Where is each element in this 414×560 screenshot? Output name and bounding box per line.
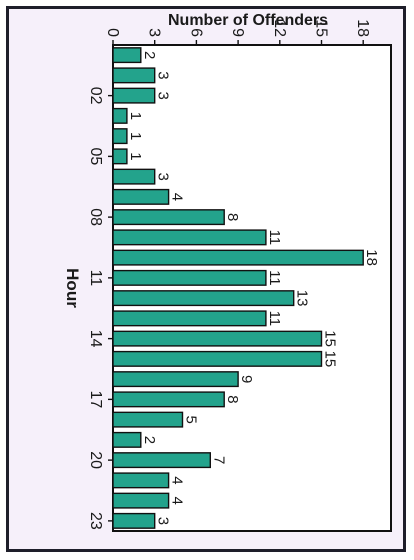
bar-hour-09 [112,229,267,246]
bar-label-hour-08: 8 [224,213,241,221]
bar-hour-16 [112,371,239,388]
bar-label-hour-22: 4 [169,496,186,504]
y-tick-label-15: 15 [313,19,330,37]
bar-label-hour-05: 1 [127,152,144,160]
bar-label-hour-14: 15 [322,330,339,347]
bar-label-hour-23: 3 [155,517,172,525]
bar-label-hour-10: 18 [363,249,380,266]
bar-hour-15 [112,350,323,367]
bar-label-hour-16: 9 [238,375,255,383]
bar-label-hour-03: 1 [127,112,144,120]
bar-hour-06 [112,168,156,185]
x-tick-label-17: 17 [87,390,104,408]
y-tick-label-0: 0 [104,28,121,37]
bar-label-hour-04: 1 [127,132,144,140]
x-ticks-group: 02 05 08 11 14 17 20 23 [87,87,113,530]
bar-label-hour-13: 11 [266,311,283,327]
chart-frame: 2 3 3 1 1 1 3 4 8 11 18 11 13 11 15 15 9 8 5 2 7 4 4 3 02 05 08 11… [6,6,406,552]
bar-hour-01 [112,67,156,84]
x-tick-label-23: 23 [87,512,104,530]
bar-label-hour-09: 11 [266,230,283,246]
bar-hour-11 [112,269,267,286]
y-tick-label-12: 12 [271,19,288,37]
y-tick-label-6: 6 [187,28,204,37]
bar-hour-05 [112,148,128,165]
bar-hour-02 [112,87,156,104]
x-tick-label-14: 14 [87,330,104,348]
bar-hour-04 [112,128,128,145]
bar-label-hour-11: 11 [266,270,283,286]
y-tick-label-3: 3 [146,28,163,37]
bar-label-hour-21: 4 [169,476,186,484]
bar-hour-10 [112,249,364,266]
bar-label-hour-02: 3 [155,91,172,99]
bar-hour-20 [112,452,212,469]
y-tick-label-9: 9 [229,28,246,37]
x-tick-label-20: 20 [87,451,104,469]
bar-hour-23 [112,512,156,529]
bar-hour-08 [112,209,225,226]
bar-label-hour-01: 3 [155,71,172,79]
bar-hour-00 [112,47,142,64]
bar-label-hour-12: 13 [294,290,311,307]
bar-hour-18 [112,411,184,428]
bar-label-hour-17: 8 [224,395,241,403]
bar-label-hour-20: 7 [210,456,227,464]
bar-hour-03 [112,107,128,124]
bar-label-hour-06: 3 [155,172,172,180]
x-axis-title: Hour [63,268,82,308]
bar-hour-14 [112,330,323,347]
bar-label-hour-15: 15 [322,351,339,368]
bar-hour-07 [112,188,170,205]
bar-label-hour-00: 2 [141,51,158,59]
bar-label-hour-19: 2 [141,436,158,444]
bar-label-hour-18: 5 [183,415,200,423]
plot-area [112,44,392,532]
y-ticks-group: 0 3 6 9 12 15 18 [104,19,371,45]
x-tick-label-08: 08 [87,208,104,226]
bar-hour-21 [112,472,170,489]
bar-hour-17 [112,391,225,408]
bar-label-hour-07: 4 [169,193,186,201]
bar-hour-19 [112,431,142,448]
x-tick-label-02: 02 [87,87,104,105]
bar-hour-12 [112,290,295,307]
x-tick-label-11: 11 [87,270,104,287]
bar-hour-22 [112,492,170,509]
y-tick-label-18: 18 [354,19,371,37]
y-axis-title: Number of Offenders [168,12,328,29]
x-tick-label-05: 05 [87,147,104,165]
bar-hour-13 [112,310,267,327]
